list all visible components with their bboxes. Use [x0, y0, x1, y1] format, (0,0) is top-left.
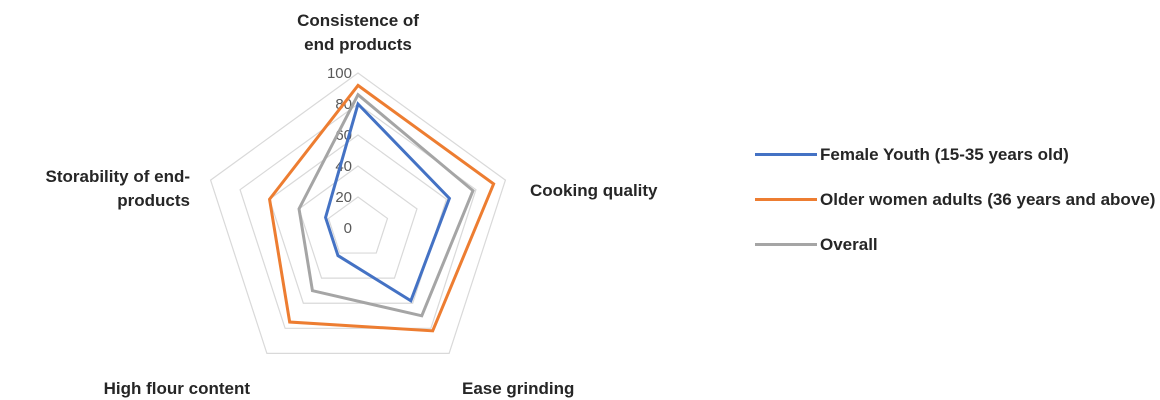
legend-label-female-youth: Female Youth (15-35 years old) [820, 145, 1069, 164]
axis-label-4: Storability of end-products [46, 167, 191, 210]
tick-label: 0 [344, 220, 352, 237]
legend-item-overall: Overall [745, 232, 1160, 257]
legend-swatch-female-youth [755, 153, 817, 156]
series-line-2 [297, 92, 475, 318]
legend-label-overall: Overall [820, 235, 878, 254]
radar-grid [209, 72, 507, 354]
axis-label-2: Ease grinding [462, 379, 574, 398]
grid-ring-2 [298, 165, 418, 279]
axis-label-3: High flour content [104, 379, 251, 398]
legend-swatch-older-women [755, 198, 817, 201]
grid-ring-1 [327, 196, 389, 254]
grid-ring-5 [209, 72, 507, 354]
legend: Female Youth (15-35 years old) Older wom… [745, 142, 1160, 277]
legend-item-female-youth: Female Youth (15-35 years old) [745, 142, 1160, 167]
tick-label: 20 [335, 189, 352, 206]
legend-label-older-women: Older women adults (36 years and above) [820, 190, 1156, 209]
series-line-0 [324, 101, 452, 303]
axis-label-1: Cooking quality [530, 181, 658, 200]
axis-labels: Consistence of end products Cooking qualit… [46, 11, 659, 398]
axis-label-0: Consistence of end products [297, 11, 419, 54]
legend-item-older-women: Older women adults (36 years and above) [745, 187, 1160, 212]
series-lines [267, 83, 496, 333]
grid-ring-3 [268, 134, 448, 304]
legend-swatch-overall [755, 243, 817, 246]
tick-label: 100 [327, 65, 352, 82]
series-line-1 [267, 83, 496, 333]
